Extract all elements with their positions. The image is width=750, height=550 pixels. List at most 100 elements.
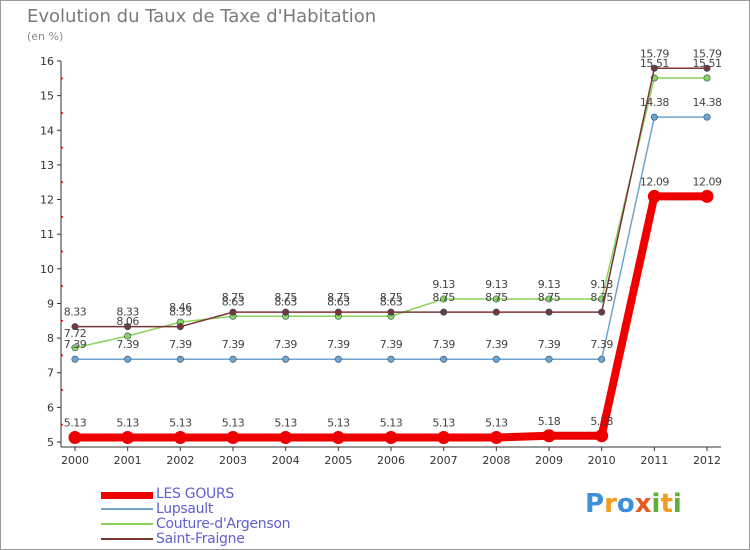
data-point-lupsault — [124, 355, 132, 363]
data-point-lupsault — [545, 355, 553, 363]
y-minor-mark — [61, 77, 63, 80]
series-line-lupsault — [75, 116, 707, 360]
data-point-les-gours — [489, 430, 503, 444]
data-label-saint-fraigne: 8.75 — [538, 291, 561, 304]
data-point-les-gours — [437, 430, 451, 444]
data-label-les-gours: 5.13 — [169, 416, 192, 429]
data-point-les-gours — [331, 430, 345, 444]
y-tick-label: 16 — [40, 55, 54, 68]
data-label-couture-d-argenson: 8.46 — [169, 301, 192, 314]
data-label-les-gours: 5.13 — [274, 416, 297, 429]
chart-subtitle: (en %) — [27, 30, 64, 43]
data-point-les-gours — [279, 430, 293, 444]
y-minor-mark — [61, 423, 63, 426]
data-point-saint-fraigne — [124, 323, 132, 331]
legend-label-couture-d-argenson: Couture-d'Argenson — [156, 516, 291, 532]
legend-swatch-couture-d-argenson — [101, 523, 153, 525]
chart-title: Evolution du Taux de Taxe d'Habitation — [27, 6, 377, 27]
data-point-les-gours — [647, 189, 661, 203]
x-tick-label: 2008 — [482, 454, 510, 467]
legend-swatch-les-gours — [101, 492, 153, 499]
data-point-lupsault — [282, 355, 290, 363]
data-label-saint-fraigne: 15.79 — [640, 47, 669, 60]
data-label-lupsault: 7.39 — [485, 338, 508, 351]
data-label-lupsault: 7.39 — [274, 338, 297, 351]
legend-label-lupsault: Lupsault — [156, 501, 214, 517]
data-label-saint-fraigne: 8.75 — [327, 291, 350, 304]
data-label-lupsault: 7.39 — [116, 338, 139, 351]
data-point-les-gours — [173, 430, 187, 444]
x-tick-label: 2007 — [430, 454, 458, 467]
legend-swatch-lupsault — [101, 508, 153, 510]
data-label-les-gours: 5.13 — [485, 416, 508, 429]
legend-item-saint-fraigne: Saint-Fraigne — [101, 531, 361, 547]
data-label-couture-d-argenson: 15.51 — [640, 57, 669, 70]
data-point-saint-fraigne — [492, 308, 500, 316]
data-point-les-gours — [700, 189, 714, 203]
data-label-les-gours: 5.13 — [116, 416, 139, 429]
data-point-saint-fraigne — [387, 308, 395, 316]
data-label-couture-d-argenson: 8.63 — [327, 295, 350, 308]
data-label-lupsault: 14.38 — [640, 96, 669, 109]
y-minor-mark — [61, 111, 63, 114]
data-point-saint-fraigne — [703, 64, 711, 72]
legend-item-lupsault: Lupsault — [101, 501, 361, 517]
y-minor-mark — [61, 389, 63, 392]
data-label-couture-d-argenson: 8.63 — [274, 295, 297, 308]
data-label-saint-fraigne: 8.75 — [222, 291, 245, 304]
data-label-les-gours: 5.13 — [432, 416, 455, 429]
data-label-les-gours: 5.13 — [64, 416, 87, 429]
data-label-les-gours: 12.09 — [693, 175, 722, 188]
data-label-saint-fraigne: 8.33 — [116, 306, 139, 319]
data-point-saint-fraigne — [334, 308, 342, 316]
data-label-saint-fraigne: 15.79 — [693, 47, 722, 60]
x-tick-label: 2005 — [324, 454, 352, 467]
data-label-lupsault: 7.39 — [327, 338, 350, 351]
legend-label-les-gours: LES GOURS — [156, 486, 235, 502]
data-point-saint-fraigne — [440, 308, 448, 316]
data-label-lupsault: 14.38 — [693, 96, 722, 109]
x-tick-label: 2010 — [588, 454, 616, 467]
data-point-lupsault — [229, 355, 237, 363]
data-point-lupsault — [176, 355, 184, 363]
data-label-couture-d-argenson: 8.06 — [116, 315, 139, 328]
x-tick-label: 2006 — [377, 454, 405, 467]
y-minor-mark — [61, 354, 63, 357]
data-label-couture-d-argenson: 8.63 — [380, 295, 403, 308]
data-label-les-gours: 5.13 — [380, 416, 403, 429]
y-tick-label: 6 — [47, 401, 54, 414]
y-tick-label: 7 — [47, 367, 54, 380]
data-label-saint-fraigne: 8.33 — [64, 306, 87, 319]
data-label-lupsault: 7.39 — [432, 338, 455, 351]
x-tick-label: 2002 — [166, 454, 194, 467]
data-point-couture-d-argenson — [545, 295, 553, 303]
data-point-saint-fraigne — [71, 323, 79, 331]
x-tick-label: 2003 — [219, 454, 247, 467]
y-minor-mark — [61, 250, 63, 253]
y-minor-mark — [61, 181, 63, 184]
data-point-saint-fraigne — [598, 308, 606, 316]
legend-item-couture-d-argenson: Couture-d'Argenson — [101, 516, 361, 532]
data-label-lupsault: 7.39 — [169, 338, 192, 351]
legend-item-les-gours: LES GOURS — [101, 486, 361, 502]
data-label-couture-d-argenson: 9.13 — [432, 278, 455, 291]
data-label-les-gours: 5.13 — [222, 416, 245, 429]
data-label-couture-d-argenson: 7.72 — [64, 327, 87, 340]
data-point-couture-d-argenson — [492, 295, 500, 303]
data-point-couture-d-argenson — [440, 295, 448, 303]
y-tick-label: 12 — [40, 194, 54, 207]
data-label-couture-d-argenson: 9.13 — [485, 278, 508, 291]
y-tick-label: 13 — [40, 159, 54, 172]
data-point-les-gours — [121, 430, 135, 444]
proxiti-logo: Proxiti — [585, 489, 682, 519]
x-tick-label: 2004 — [272, 454, 300, 467]
data-point-les-gours — [595, 429, 609, 443]
data-point-lupsault — [71, 355, 79, 363]
data-point-saint-fraigne — [545, 308, 553, 316]
data-label-saint-fraigne: 8.75 — [380, 291, 403, 304]
x-tick-label: 2011 — [640, 454, 668, 467]
data-point-lupsault — [703, 113, 711, 121]
legend-label-saint-fraigne: Saint-Fraigne — [156, 531, 245, 547]
